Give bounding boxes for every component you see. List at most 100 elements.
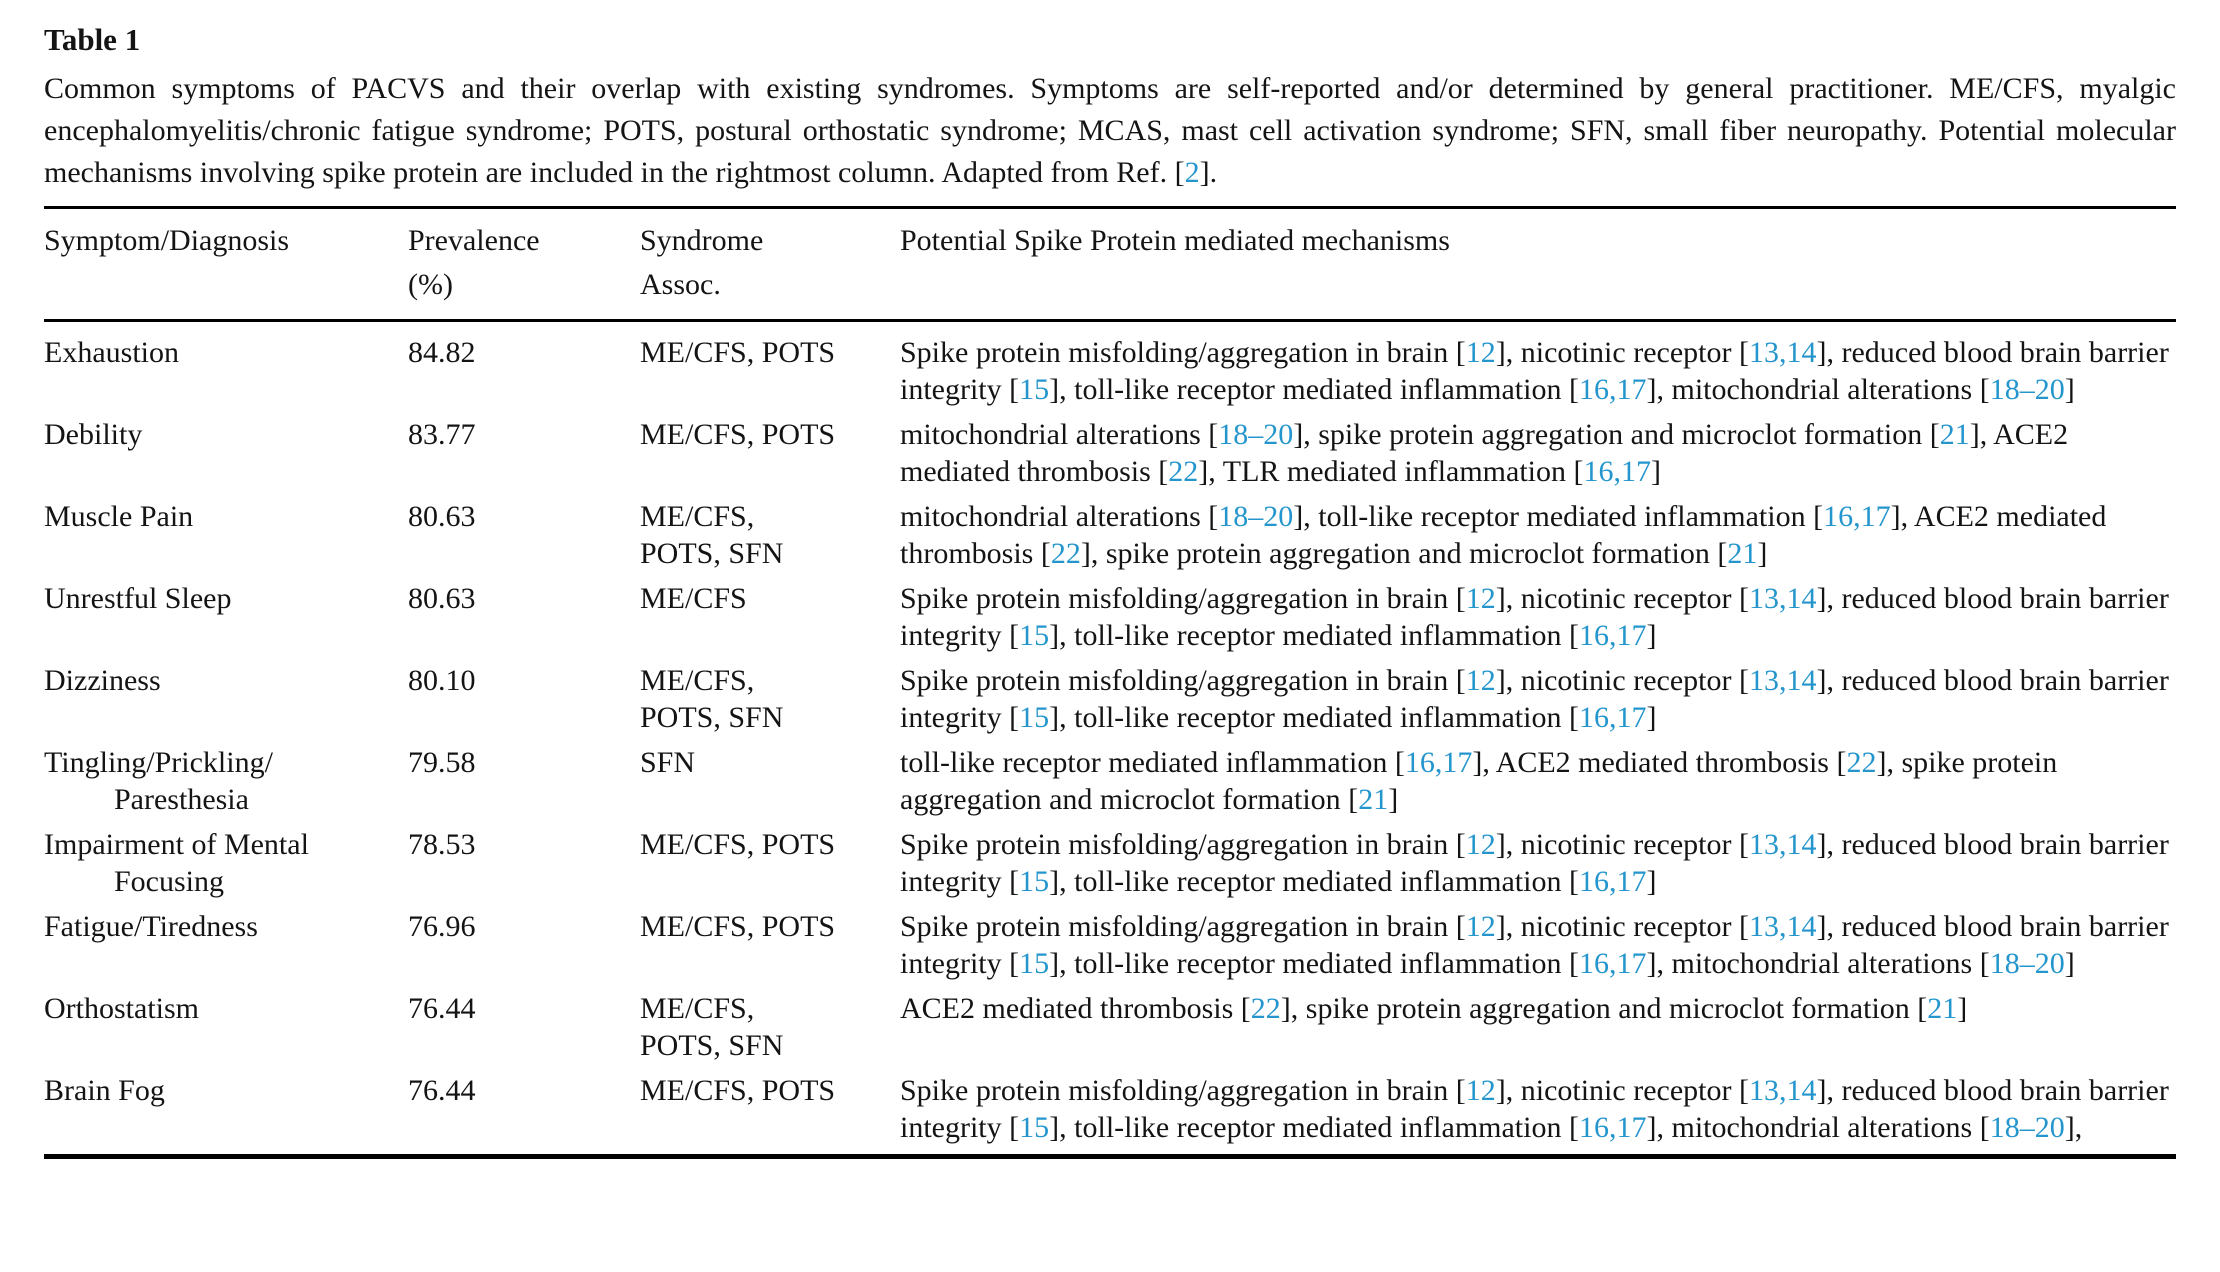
mechanism-cell: Spike protein misfolding/aggregation in … [900, 582, 2169, 652]
mechanism-cell: Spike protein misfolding/aggregation in … [900, 1074, 2169, 1144]
citation-link[interactable]: 13,14 [1748, 910, 1817, 943]
syndrome-cell: ME/CFS, POTS [640, 910, 836, 943]
citation-link[interactable]: 21 [1939, 418, 1970, 451]
citation-link[interactable]: 13,14 [1748, 582, 1817, 615]
table-row: Dizziness 80.10 ME/CFS, POTS, SFN Spike … [44, 662, 2176, 744]
citation-link[interactable]: 16,17 [1578, 701, 1647, 734]
header-row: Symptom/Diagnosis Prevalence (%) Syndrome … [44, 207, 2176, 322]
column-header: Potential Spike Protein mediated mechani… [900, 207, 2176, 322]
symptom-cell: Exhaustion [44, 336, 179, 369]
table-header: Symptom/Diagnosis Prevalence (%) Syndrome … [44, 207, 2176, 322]
citation-link[interactable]: 13,14 [1748, 1074, 1817, 1107]
prevalence-cell: 83.77 [408, 418, 476, 451]
mechanism-cell: mitochondrial alterations [18–20], spike… [900, 418, 2069, 488]
table-row: Debility 83.77 ME/CFS, POTS mitochondria… [44, 416, 2176, 498]
citation-link[interactable]: 18–20 [1989, 373, 2065, 406]
citation-link[interactable]: 21 [1358, 783, 1389, 816]
citation-link[interactable]: 15 [1019, 947, 1050, 980]
citation-link[interactable]: 16,17 [1578, 373, 1647, 406]
column-header: Prevalence (%) [408, 207, 640, 322]
citation-link[interactable]: 18–20 [1218, 500, 1294, 533]
citation-link[interactable]: 2 [1184, 156, 1200, 189]
table-row: Brain Fog 76.44 ME/CFS, POTS Spike prote… [44, 1072, 2176, 1157]
citation-link[interactable]: 16,17 [1404, 746, 1473, 779]
syndrome-cell: ME/CFS, POTS [640, 418, 836, 451]
citation-link[interactable]: 13,14 [1748, 828, 1817, 861]
citation-link[interactable]: 16,17 [1578, 1111, 1647, 1144]
prevalence-cell: 80.10 [408, 664, 476, 697]
prevalence-cell: 78.53 [408, 828, 476, 861]
prevalence-cell: 79.58 [408, 746, 476, 779]
syndrome-cell: ME/CFS, POTS [640, 1074, 836, 1107]
citation-link[interactable]: 22 [1250, 992, 1281, 1025]
citation-link[interactable]: 18–20 [1989, 1111, 2065, 1144]
citation-link[interactable]: 12 [1465, 664, 1496, 697]
citation-link[interactable]: 22 [1846, 746, 1877, 779]
citation-link[interactable]: 13,14 [1748, 664, 1817, 697]
mechanism-cell: Spike protein misfolding/aggregation in … [900, 664, 2169, 734]
prevalence-cell: 76.44 [408, 992, 476, 1025]
column-header: Syndrome Assoc. [640, 207, 900, 322]
citation-link[interactable]: 12 [1465, 910, 1496, 943]
syndrome-cell: ME/CFS, POTS, SFN [640, 500, 784, 570]
syndrome-cell: ME/CFS, POTS [640, 828, 836, 861]
citation-link[interactable]: 16,17 [1583, 455, 1652, 488]
symptom-cell: Debility [44, 418, 143, 451]
citation-link[interactable]: 16,17 [1578, 865, 1647, 898]
table-caption: Common symptoms of PACVS and their overl… [44, 72, 2176, 189]
citation-link[interactable]: 12 [1465, 582, 1496, 615]
prevalence-cell: 76.96 [408, 910, 476, 943]
mechanism-cell: toll-like receptor mediated inflammation… [900, 746, 2058, 816]
syndrome-cell: ME/CFS, POTS [640, 336, 836, 369]
symptom-cell: Unrestful Sleep [44, 582, 232, 615]
table-row: Exhaustion 84.82 ME/CFS, POTS Spike prot… [44, 321, 2176, 417]
syndrome-cell: SFN [640, 746, 696, 779]
symptom-cell: Muscle Pain [44, 500, 194, 533]
table-row: Orthostatism 76.44 ME/CFS, POTS, SFN ACE… [44, 990, 2176, 1072]
citation-link[interactable]: 21 [1727, 537, 1758, 570]
prevalence-cell: 80.63 [408, 500, 476, 533]
mechanism-cell: Spike protein misfolding/aggregation in … [900, 336, 2169, 406]
citation-link[interactable]: 15 [1019, 1111, 1050, 1144]
mechanism-cell: mitochondrial alterations [18–20], toll-… [900, 500, 2107, 570]
symptom-cell: Orthostatism [44, 992, 199, 1025]
symptom-cell: Dizziness [44, 664, 161, 697]
citation-link[interactable]: 12 [1465, 1074, 1496, 1107]
mechanism-cell: Spike protein misfolding/aggregation in … [900, 910, 2169, 980]
citation-link[interactable]: 22 [1050, 537, 1081, 570]
syndrome-cell: ME/CFS [640, 582, 747, 615]
symptom-cell: Impairment of Mental Focusing [44, 828, 309, 898]
syndrome-cell: ME/CFS, POTS, SFN [640, 664, 784, 734]
table-row: Unrestful Sleep 80.63 ME/CFS Spike prote… [44, 580, 2176, 662]
mechanism-cell: Spike protein misfolding/aggregation in … [900, 828, 2169, 898]
citation-link[interactable]: 16,17 [1578, 619, 1647, 652]
table-label: Table 1 [44, 22, 141, 57]
table-row: Tingling/Prickling/​Paresthesia 79.58 SF… [44, 744, 2176, 826]
citation-link[interactable]: 15 [1019, 865, 1050, 898]
column-header: Symptom/Diagnosis [44, 207, 408, 322]
table-row: Muscle Pain 80.63 ME/CFS, POTS, SFN mito… [44, 498, 2176, 580]
table-row: Impairment of Mental Focusing 78.53 ME/C… [44, 826, 2176, 908]
citation-link[interactable]: 12 [1465, 828, 1496, 861]
citation-link[interactable]: 15 [1019, 701, 1050, 734]
citation-link[interactable]: 15 [1019, 373, 1050, 406]
table-body: Exhaustion 84.82 ME/CFS, POTS Spike prot… [44, 321, 2176, 1157]
citation-link[interactable]: 13,14 [1748, 336, 1817, 369]
citation-link[interactable]: 22 [1168, 455, 1199, 488]
mechanism-cell: ACE2 mediated thrombosis [22], spike pro… [900, 992, 1968, 1025]
symptom-cell: Brain Fog [44, 1074, 165, 1107]
prevalence-cell: 80.63 [408, 582, 476, 615]
symptom-cell: Tingling/Prickling/​Paresthesia [44, 746, 273, 816]
syndrome-cell: ME/CFS, POTS, SFN [640, 992, 784, 1062]
citation-link[interactable]: 12 [1465, 336, 1496, 369]
symptoms-table: Symptom/Diagnosis Prevalence (%) Syndrome … [44, 206, 2176, 1159]
prevalence-cell: 84.82 [408, 336, 476, 369]
citation-link[interactable]: 15 [1019, 619, 1050, 652]
prevalence-cell: 76.44 [408, 1074, 476, 1107]
table-row: Fatigue/Tiredness 76.96 ME/CFS, POTS Spi… [44, 908, 2176, 990]
citation-link[interactable]: 18–20 [1989, 947, 2065, 980]
citation-link[interactable]: 18–20 [1218, 418, 1294, 451]
citation-link[interactable]: 21 [1927, 992, 1958, 1025]
citation-link[interactable]: 16,17 [1823, 500, 1891, 533]
citation-link[interactable]: 16,17 [1578, 947, 1647, 980]
